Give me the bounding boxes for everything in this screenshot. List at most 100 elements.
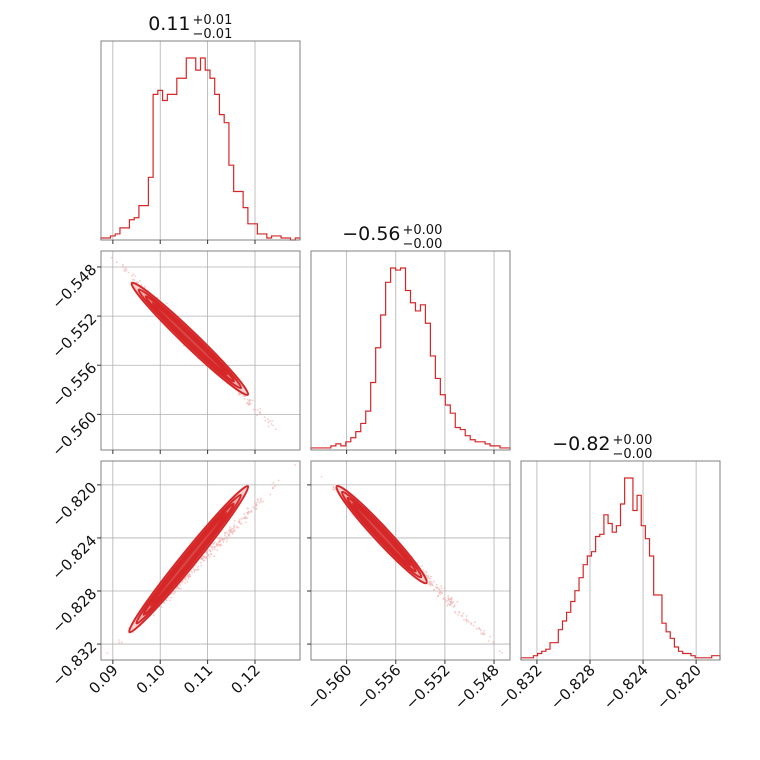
sample-point <box>124 266 127 269</box>
sample-point <box>249 511 251 514</box>
sample-point <box>452 605 455 608</box>
xtick-label-param-1-1: −0.556 <box>353 661 405 713</box>
sample-point <box>254 408 257 411</box>
sample-point <box>245 521 247 523</box>
sample-point <box>447 595 450 597</box>
title-param-0: 0.11 +0.01−0.01 <box>148 13 232 42</box>
hist-panel-2-histogram-step <box>520 477 721 660</box>
sample-point <box>192 567 195 570</box>
title-param-2: −0.82 +0.00−0.00 <box>552 433 652 462</box>
sample-point <box>233 519 236 522</box>
sample-point <box>135 281 138 284</box>
ytick-label-param-1-3: −0.548 <box>48 261 100 313</box>
sample-point <box>222 541 225 543</box>
sample-point <box>450 602 453 605</box>
sample-point <box>260 500 262 503</box>
sample-point <box>160 606 163 608</box>
xtick-label-param-1-3: −0.548 <box>451 661 503 713</box>
sample-point <box>443 587 446 590</box>
sample-point <box>191 571 194 574</box>
sample-point <box>256 498 259 500</box>
sample-point <box>240 517 243 520</box>
sample-point <box>216 544 219 547</box>
sample-point <box>208 555 211 558</box>
sample-point <box>121 263 124 266</box>
sample-point <box>430 583 433 586</box>
sample-point <box>272 481 275 484</box>
sample-point <box>220 544 223 547</box>
sample-point <box>254 505 257 508</box>
sample-point <box>133 279 136 281</box>
sample-point <box>176 586 179 588</box>
sample-point <box>132 273 135 276</box>
sample-point <box>458 611 460 614</box>
sample-point <box>483 629 486 632</box>
sample-point <box>252 399 254 402</box>
sample-point <box>110 256 113 259</box>
sample-point <box>214 541 216 544</box>
sample-point <box>173 592 175 595</box>
scatter-panel-1-2 <box>307 460 511 661</box>
sample-point <box>252 408 255 411</box>
sample-point <box>193 569 196 572</box>
sample-point <box>460 615 463 617</box>
sample-point <box>211 545 214 548</box>
sample-point <box>448 604 451 606</box>
sample-point <box>475 627 478 630</box>
sample-point <box>180 587 182 590</box>
sample-point <box>438 587 440 590</box>
sample-point <box>433 588 435 591</box>
sample-point <box>443 597 445 600</box>
sample-point <box>122 265 124 268</box>
sample-point <box>231 531 234 534</box>
sample-point <box>206 557 209 559</box>
sample-point <box>225 540 228 543</box>
sample-point <box>251 505 254 508</box>
sample-point <box>230 529 233 532</box>
ytick-label-param-1-2: −0.552 <box>48 310 100 362</box>
sample-point <box>243 395 246 398</box>
xtick-label-param-2-1: −0.828 <box>547 661 599 713</box>
hist-panel-2-background <box>521 461 720 660</box>
sample-point <box>229 531 232 533</box>
sample-point <box>262 500 264 503</box>
title-lower-error: −0.00 <box>403 237 443 252</box>
sample-point <box>248 399 251 402</box>
hist-panel-1-frame <box>310 250 511 451</box>
sample-point <box>487 640 490 642</box>
sample-point <box>468 620 470 623</box>
scatter-panel-0-1-frame <box>100 250 301 451</box>
sample-point <box>225 536 228 538</box>
sample-point <box>120 641 123 644</box>
sample-point <box>267 421 270 424</box>
sample-point <box>243 397 246 400</box>
sample-point <box>134 275 137 277</box>
sample-point <box>122 643 124 645</box>
sample-point <box>273 485 276 487</box>
sample-point <box>260 497 262 500</box>
sample-point <box>474 621 476 624</box>
sample-point <box>226 538 229 540</box>
sample-point <box>165 599 168 602</box>
sample-point <box>221 537 224 540</box>
sample-point <box>201 557 204 560</box>
sample-point <box>227 533 230 536</box>
sample-point <box>456 600 459 603</box>
sample-point <box>264 419 267 422</box>
sample-point <box>499 650 501 653</box>
sample-point <box>422 568 425 571</box>
xtick-label-param-0-3: 0.12 <box>227 661 263 697</box>
sample-point <box>427 575 430 577</box>
sample-point <box>213 548 216 551</box>
sample-point <box>210 545 212 548</box>
sample-point <box>480 629 482 632</box>
sample-point <box>450 596 453 599</box>
sample-point <box>197 568 199 571</box>
sample-point <box>257 409 259 412</box>
sample-point <box>253 507 256 509</box>
sample-point <box>152 614 155 617</box>
scatter-panel-0-2-marks <box>106 464 296 654</box>
sample-point <box>259 411 261 413</box>
sample-point <box>272 487 274 490</box>
